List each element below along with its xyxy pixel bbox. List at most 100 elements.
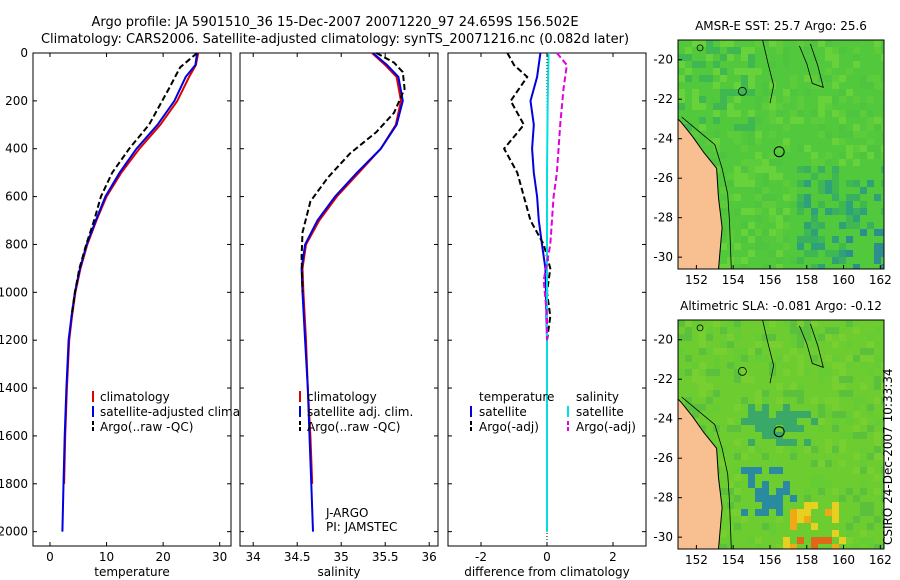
map-cell	[832, 488, 839, 495]
map-cell	[790, 390, 797, 397]
map-cell	[762, 187, 769, 194]
map-cell	[881, 481, 884, 488]
map-cell	[727, 229, 734, 236]
map-cell	[860, 537, 867, 544]
map-cell	[769, 117, 776, 124]
map-cell	[755, 495, 762, 502]
land-area	[678, 320, 723, 549]
map-cell	[818, 425, 825, 432]
map-cell	[804, 446, 811, 453]
map-cell	[755, 96, 762, 103]
map-cell	[839, 201, 846, 208]
map-cell	[804, 236, 811, 243]
map-cell	[699, 341, 706, 348]
map-cell	[853, 215, 860, 222]
map-cell	[811, 152, 818, 159]
map-cell	[797, 243, 804, 250]
map-cell	[839, 110, 846, 117]
map-cell	[692, 320, 699, 327]
y-tick-label: -30	[653, 250, 673, 264]
map-cell	[748, 208, 755, 215]
map-cell	[727, 131, 734, 138]
map-cell	[713, 159, 720, 166]
map-cell	[748, 537, 755, 544]
map-cell	[685, 75, 692, 82]
map-cell	[881, 439, 884, 446]
map-cell	[762, 411, 769, 418]
map-cell	[783, 61, 790, 68]
map-cell	[790, 418, 797, 425]
map-cell	[755, 236, 762, 243]
map-cell	[699, 103, 706, 110]
map-cell	[776, 446, 783, 453]
map-cell	[832, 180, 839, 187]
map-cell	[853, 124, 860, 131]
map-cell	[832, 544, 839, 549]
map-cell	[776, 236, 783, 243]
map-cell	[881, 229, 884, 236]
map-cell	[839, 390, 846, 397]
map-cell	[755, 355, 762, 362]
legend-entry: satellite adj. clim.	[307, 405, 413, 419]
map-cell	[755, 418, 762, 425]
map-cell	[853, 432, 860, 439]
map-cell	[860, 432, 867, 439]
map-cell	[818, 537, 825, 544]
map-cell	[755, 166, 762, 173]
map-cell	[734, 208, 741, 215]
map-cell	[783, 320, 790, 327]
map-cell	[769, 173, 776, 180]
map-cell	[874, 40, 881, 47]
map-cell	[811, 243, 818, 250]
map-cell	[839, 376, 846, 383]
map-cell	[720, 544, 727, 549]
series-line	[542, 52, 568, 341]
map-cell	[734, 166, 741, 173]
map-cell	[839, 124, 846, 131]
map-cell	[685, 320, 692, 327]
map-cell	[853, 404, 860, 411]
map-cell	[776, 439, 783, 446]
map-cell	[776, 250, 783, 257]
map-cell	[839, 152, 846, 159]
map-cell	[832, 502, 839, 509]
map-cell	[727, 40, 734, 47]
x-tick-label: 162	[869, 553, 892, 567]
map-cell	[748, 180, 755, 187]
map-cell	[692, 362, 699, 369]
map-cell	[790, 341, 797, 348]
map-cell	[839, 257, 846, 264]
map-cell	[769, 110, 776, 117]
map-cell	[748, 68, 755, 75]
map-cell	[811, 418, 818, 425]
map-cell	[790, 187, 797, 194]
map-cell	[685, 334, 692, 341]
map-cell	[825, 40, 832, 47]
map-cell	[748, 418, 755, 425]
map-cell	[853, 208, 860, 215]
map-cell	[846, 145, 853, 152]
x-tick-label: 34	[246, 550, 261, 564]
map-cell	[720, 208, 727, 215]
map-cell	[741, 376, 748, 383]
map-frame	[677, 319, 885, 550]
map-cell	[706, 369, 713, 376]
map-cell	[790, 446, 797, 453]
map-cell	[860, 397, 867, 404]
map-cell	[783, 243, 790, 250]
map-cell	[748, 131, 755, 138]
map-cell	[832, 110, 839, 117]
map-cell	[762, 509, 769, 516]
map-field	[678, 320, 884, 549]
map-cell	[692, 404, 699, 411]
y-tick-label: -24	[653, 412, 673, 426]
map-cell	[874, 243, 881, 250]
map-cell	[818, 82, 825, 89]
map-cell	[790, 89, 797, 96]
map-cell	[804, 180, 811, 187]
x-tick-label: 154	[722, 273, 745, 287]
map-cell	[713, 82, 720, 89]
map-cell	[776, 411, 783, 418]
map-cell	[874, 474, 881, 481]
map-cell	[720, 103, 727, 110]
